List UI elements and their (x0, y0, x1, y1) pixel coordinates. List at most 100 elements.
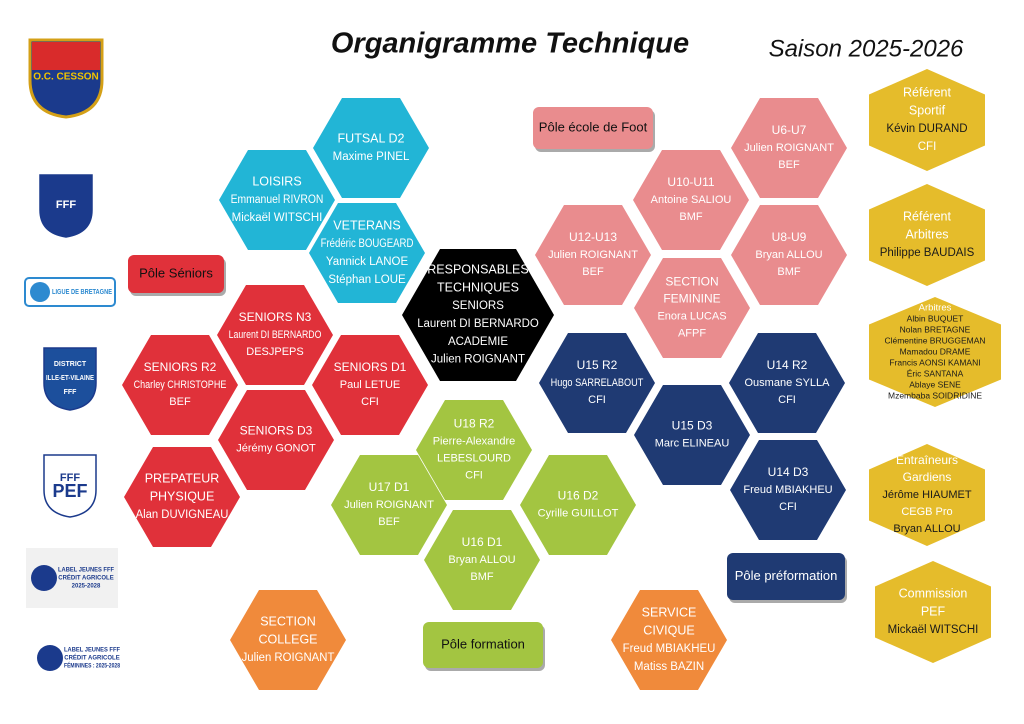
hexagon-node: U17 D1 Julien ROIGNANT BEF (331, 455, 447, 555)
hexagon-heading: U17 D1 (369, 480, 410, 494)
hexagon-text: Bryan ALLOU (448, 554, 515, 566)
hexagon-node: Référent Arbitres Philippe BAUDAIS (869, 184, 985, 286)
pole-label-box (423, 622, 543, 668)
hexagon-text: BEF (778, 159, 800, 171)
hexagon-heading: U14 D3 (768, 465, 809, 479)
hexagon-text: CFI (361, 396, 379, 408)
hexagon-text: BEF (582, 266, 604, 278)
hexagon-text: DESJPEPS (246, 346, 303, 358)
pole-label: Pôle formation (441, 636, 525, 651)
hexagon-text: Stéphan LOUE (328, 274, 406, 286)
hexagon (634, 385, 750, 485)
hexagon-heading: COLLEGE (258, 632, 317, 646)
pole-label: Pôle école de Foot (539, 119, 648, 134)
hexagon-text: Laurent DI BERNARDO (417, 318, 539, 330)
hexagon (416, 400, 532, 500)
hexagon (869, 69, 985, 171)
hexagon (633, 150, 749, 250)
hexagon-text: Hugo SARRELABOUT (551, 377, 644, 389)
hexagon-text: Frédéric BOUGEARD (321, 238, 414, 250)
hexagon-text: BMF (679, 211, 703, 223)
hexagon-heading: U12-U13 (569, 230, 617, 244)
hexagon-heading: PREPATEUR (145, 471, 220, 485)
hexagon-heading: SERVICE (642, 606, 697, 620)
hexagon (331, 455, 447, 555)
hexagon-heading: Référent (903, 209, 951, 223)
hexagon-text: Julien ROIGNANT (744, 142, 834, 154)
hexagon-text: Freud MBIAKHEU (623, 643, 716, 655)
hexagon-text: Bryan ALLOU (755, 249, 822, 261)
pole-label: Pôle préformation (735, 568, 838, 583)
hexagon-heading: U14 R2 (767, 358, 808, 372)
hexagon-text: Kévin DURAND (886, 123, 967, 135)
hexagon-text: Éric SANTANA (907, 368, 964, 378)
hexagon-heading: FEMININE (663, 292, 720, 306)
hexagon-node: SECTION COLLEGE Julien ROIGNANT (230, 590, 346, 690)
logo-text: LIGUE DE BRETAGNE (52, 289, 112, 296)
hexagon (312, 335, 428, 435)
hexagon-heading: LOISIRS (252, 174, 301, 188)
hexagon-text: Jérémy GONOT (236, 442, 316, 454)
hexagon-heading: FUTSAL D2 (338, 131, 405, 145)
hexagon-heading: PHYSIQUE (150, 489, 215, 503)
hexagon-text: Ablaye SENE (909, 379, 961, 389)
hexagon-text: CFI (918, 141, 937, 153)
hexagon-text: Cyrille GUILLOT (538, 507, 619, 519)
hexagon-heading: U18 R2 (454, 417, 495, 431)
season: Saison 2025-2026 (769, 35, 964, 62)
hexagon-text: CFI (465, 469, 483, 481)
hexagon (218, 390, 334, 490)
hexagon-text: BMF (777, 266, 801, 278)
logo-emblem (30, 282, 50, 302)
hexagon-heading: Sportif (909, 103, 946, 117)
logo-shield (39, 174, 93, 238)
hexagon (313, 98, 429, 198)
hexagon (535, 205, 651, 305)
hexagon-heading: RESPONSABLES (427, 263, 528, 277)
hexagon-text: Laurent DI BERNARDO (229, 329, 322, 341)
logo-emblem (31, 565, 57, 591)
hexagon-node: U15 D3 Marc ELINEAU (634, 385, 750, 485)
hexagon-heading: U16 D1 (462, 535, 503, 549)
hexagon-text: SENIORS (452, 300, 504, 312)
hexagon (124, 447, 240, 547)
hexagon-text: CEGB Pro (901, 506, 952, 518)
hexagon-text: Antoine SALIOU (651, 194, 732, 206)
hexagon-node: U14 R2 Ousmane SYLLA CFI (729, 333, 845, 433)
hexagon-heading: U16 D2 (558, 489, 599, 503)
hexagon (424, 510, 540, 610)
hexagon-heading: Référent (903, 86, 951, 100)
hexagon-heading: U10-U11 (667, 175, 714, 189)
hexagon-text: CFI (588, 394, 606, 406)
hexagon-text: Clémentine BRUGGEMAN (884, 335, 985, 345)
hexagon-node: SENIORS N3 Laurent DI BERNARDO DESJPEPS (217, 285, 333, 385)
hexagon-node: VETERANS Frédéric BOUGEARD Yannick LANOE St… (309, 203, 425, 303)
hexagon-text: Francis AONSI KAMANI (889, 357, 980, 367)
logo-text: FÉMININES : 2025-2028 (64, 662, 121, 670)
hexagon-text: ACADEMIE (448, 336, 508, 348)
hexagon (875, 561, 991, 663)
hexagon (611, 590, 727, 690)
hexagon-text: BMF (470, 571, 494, 583)
logo-shield (43, 454, 97, 518)
logo-text: FFF (64, 389, 78, 396)
hexagon-node: RESPONSABLES TECHNIQUES SENIORS Laurent DI … (402, 249, 554, 381)
hexagon-node: U10-U11 Antoine SALIOU BMF (633, 150, 749, 250)
hexagon-heading: U15 R2 (577, 358, 618, 372)
hexagon-heading: SENIORS D3 (240, 424, 313, 438)
hexagon-text: Ousmane SYLLA (745, 377, 831, 389)
hexagon-node: U16 D2 Cyrille GUILLOT (520, 455, 636, 555)
logo-text: ILLE-ET-VILAINE (46, 375, 94, 382)
logo-text: 2025-2028 (72, 584, 101, 590)
hexagon (539, 333, 655, 433)
hexagon-text: AFPF (678, 327, 706, 339)
pole-label: Pôle Séniors (139, 265, 213, 280)
hexagon-node: SECTION FEMININE Enora LUCAS AFPF (634, 258, 750, 358)
hexagon-text: Nolan BRETAGNE (900, 324, 971, 334)
logo-text: O.C. CESSON (33, 72, 99, 83)
hexagon-heading: TECHNIQUES (437, 281, 519, 295)
hexagon-node: U18 R2 Pierre-Alexandre LEBESLOURD CFI (416, 400, 532, 500)
hexagon-node: U14 D3 Freud MBIAKHEU CFI (730, 440, 846, 540)
